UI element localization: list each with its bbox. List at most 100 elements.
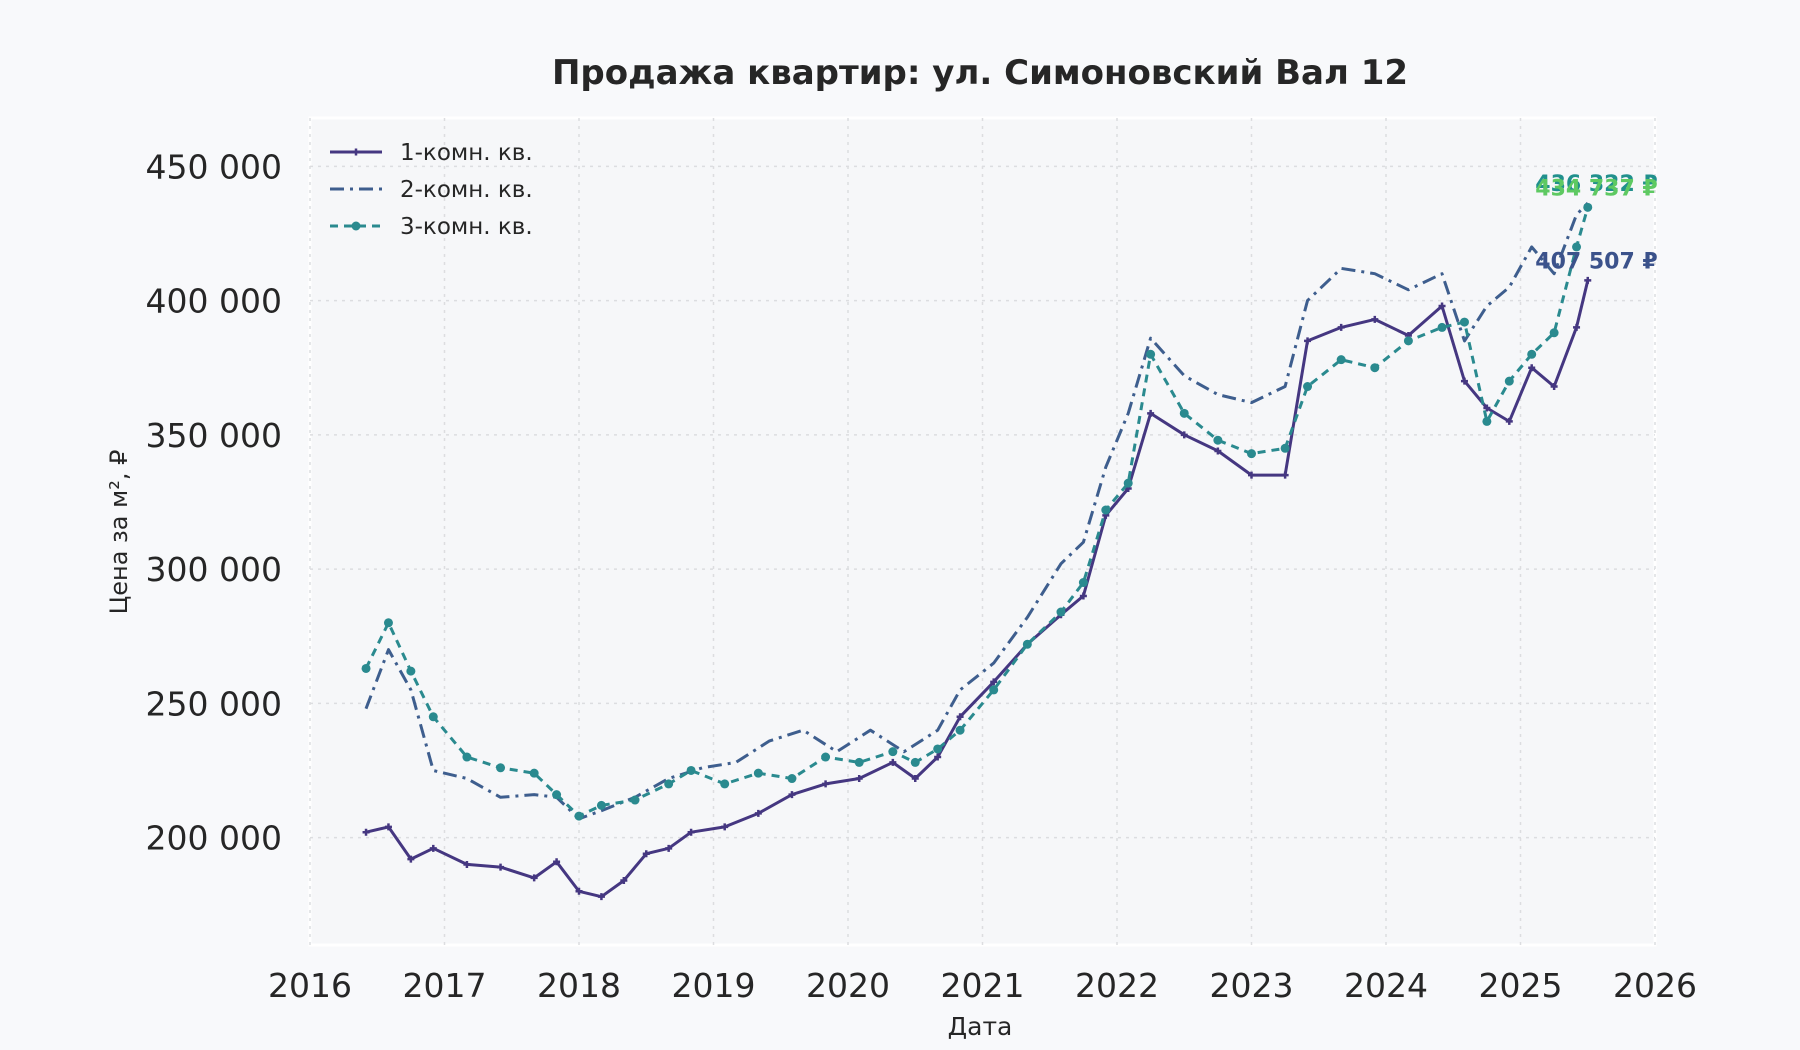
data-point (1438, 302, 1446, 310)
data-point (687, 828, 695, 836)
data-point (552, 790, 562, 800)
data-point (1079, 592, 1087, 600)
data-point (1550, 383, 1558, 391)
data-point (497, 863, 505, 871)
series-3 (361, 202, 1593, 821)
data-point (821, 752, 831, 762)
legend-marker (352, 148, 360, 156)
data-point (855, 775, 863, 783)
y-tick-label: 250 000 (146, 684, 282, 723)
chart-title: Продажа квартир: ул. Симоновский Вал 12 (552, 53, 1408, 93)
x-tick-label: 2019 (672, 966, 756, 1005)
data-point (1504, 376, 1514, 386)
data-point (384, 823, 392, 831)
data-point (1572, 242, 1582, 252)
data-point (428, 712, 438, 722)
data-point (664, 779, 674, 789)
data-point (362, 828, 370, 836)
y-tick-label: 450 000 (146, 147, 282, 186)
series-2 (364, 202, 1589, 821)
data-point (620, 877, 628, 885)
x-tick-label: 2024 (1344, 966, 1428, 1005)
series-line (364, 206, 1590, 818)
data-point (1336, 355, 1346, 365)
data-point (1179, 408, 1189, 418)
data-point (529, 768, 539, 778)
end-label: 407 507 ₽ (1535, 249, 1657, 274)
data-point (1459, 317, 1469, 327)
x-axis-label: Дата (948, 1012, 1013, 1041)
data-point (1371, 315, 1379, 323)
data-point (934, 753, 942, 761)
y-tick-label: 200 000 (146, 819, 282, 858)
series-line (365, 280, 1590, 899)
data-point (383, 618, 393, 628)
data-point (1370, 363, 1380, 373)
series-line (364, 202, 1589, 821)
data-point (575, 887, 583, 895)
data-point (822, 780, 830, 788)
data-point (854, 757, 864, 767)
data-point (989, 685, 999, 695)
x-tick-label: 2018 (537, 966, 621, 1005)
y-tick-label: 300 000 (146, 550, 282, 589)
data-point (888, 747, 898, 757)
x-tick-label: 2016 (268, 966, 352, 1005)
data-point (1247, 449, 1256, 459)
data-point (956, 713, 964, 721)
data-point (361, 663, 371, 673)
data-point (1304, 337, 1312, 345)
data-point (990, 678, 998, 686)
data-point (407, 855, 415, 863)
data-point (574, 811, 584, 821)
y-tick-label: 400 000 (146, 282, 282, 321)
x-tick-label: 2025 (1479, 966, 1563, 1005)
data-point (630, 795, 640, 805)
legend-label: 1-комн. кв. (400, 140, 533, 166)
data-point (553, 858, 561, 866)
end-labels: 407 507 ₽ 436 322 ₽434 737 ₽ (1535, 172, 1657, 274)
data-point (1583, 202, 1593, 212)
data-point (788, 791, 796, 799)
data-point (463, 860, 471, 868)
data-point (1147, 409, 1155, 417)
data-point (1505, 417, 1513, 425)
data-point (1123, 478, 1133, 488)
data-point (1584, 276, 1592, 284)
data-point (1549, 328, 1559, 338)
data-point (1303, 382, 1313, 392)
end-label: 434 737 ₽ (1535, 176, 1657, 201)
data-point (1213, 435, 1223, 445)
data-point (721, 823, 729, 831)
data-point (1214, 447, 1222, 455)
legend-label: 2-комн. кв. (400, 177, 533, 203)
data-point (1056, 607, 1066, 617)
data-point (530, 874, 538, 882)
data-point (955, 725, 965, 735)
data-point (1528, 364, 1536, 372)
data-point (1483, 404, 1491, 412)
x-tick-label: 2021 (941, 966, 1025, 1005)
data-point (1180, 431, 1188, 439)
data-point (911, 775, 919, 783)
data-point (1437, 322, 1447, 332)
data-point (429, 844, 437, 852)
data-point (1460, 377, 1468, 385)
data-point (754, 809, 762, 817)
data-point (787, 774, 797, 784)
data-point (720, 779, 730, 789)
data-point (1078, 578, 1088, 588)
data-point (753, 768, 763, 778)
data-point (686, 765, 696, 775)
data-point (496, 763, 506, 773)
x-tick-label: 2023 (1210, 966, 1294, 1005)
y-tick-label: 350 000 (146, 416, 282, 455)
data-point (889, 758, 897, 766)
data-point (1101, 505, 1111, 515)
x-tick-label: 2026 (1613, 966, 1697, 1005)
data-point (596, 800, 606, 810)
data-point (1482, 416, 1492, 426)
data-point (642, 850, 650, 858)
data-point (462, 752, 472, 762)
